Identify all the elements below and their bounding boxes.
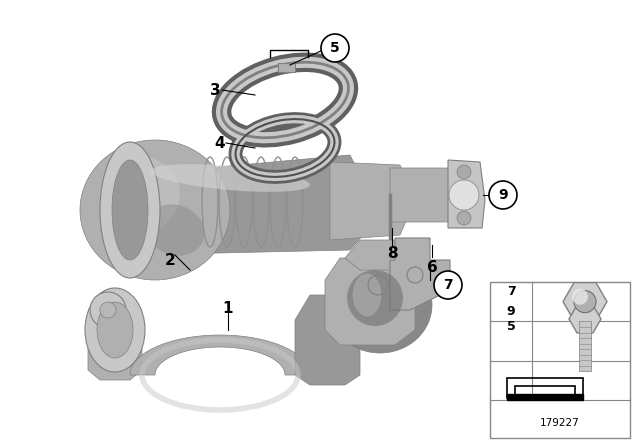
Text: 3: 3 [210,82,220,98]
Text: 179227: 179227 [540,418,580,428]
Circle shape [489,181,517,209]
Text: 2: 2 [164,253,175,267]
Ellipse shape [328,257,432,353]
Polygon shape [88,295,142,380]
Text: 8: 8 [387,246,397,260]
Circle shape [449,180,479,210]
Polygon shape [390,238,450,310]
Polygon shape [345,240,415,270]
Polygon shape [130,335,310,375]
Polygon shape [448,160,485,228]
Text: 7: 7 [507,285,515,298]
Text: 7: 7 [443,278,453,292]
Ellipse shape [150,164,310,192]
Text: 6: 6 [427,259,437,275]
Circle shape [457,165,471,179]
Ellipse shape [145,204,204,256]
Circle shape [100,302,116,318]
Ellipse shape [80,140,230,280]
Polygon shape [390,168,460,222]
Ellipse shape [100,157,180,233]
Ellipse shape [572,289,588,305]
Circle shape [574,291,596,313]
Polygon shape [278,63,295,72]
Polygon shape [325,258,415,345]
Ellipse shape [97,302,133,358]
Circle shape [321,34,349,62]
Ellipse shape [85,288,145,372]
Text: 5: 5 [330,41,340,55]
Text: 5: 5 [507,319,515,332]
Ellipse shape [352,273,382,317]
Text: 4: 4 [214,135,225,151]
Text: 9: 9 [498,188,508,202]
Ellipse shape [347,270,403,326]
Ellipse shape [90,292,126,328]
Text: 1: 1 [223,301,233,315]
Polygon shape [130,155,380,255]
Ellipse shape [100,142,160,278]
Text: 9: 9 [507,305,515,318]
Circle shape [434,271,462,299]
FancyBboxPatch shape [490,282,630,438]
Circle shape [457,211,471,225]
Ellipse shape [112,160,148,260]
Polygon shape [330,162,415,240]
FancyBboxPatch shape [579,321,591,371]
Polygon shape [295,295,360,385]
